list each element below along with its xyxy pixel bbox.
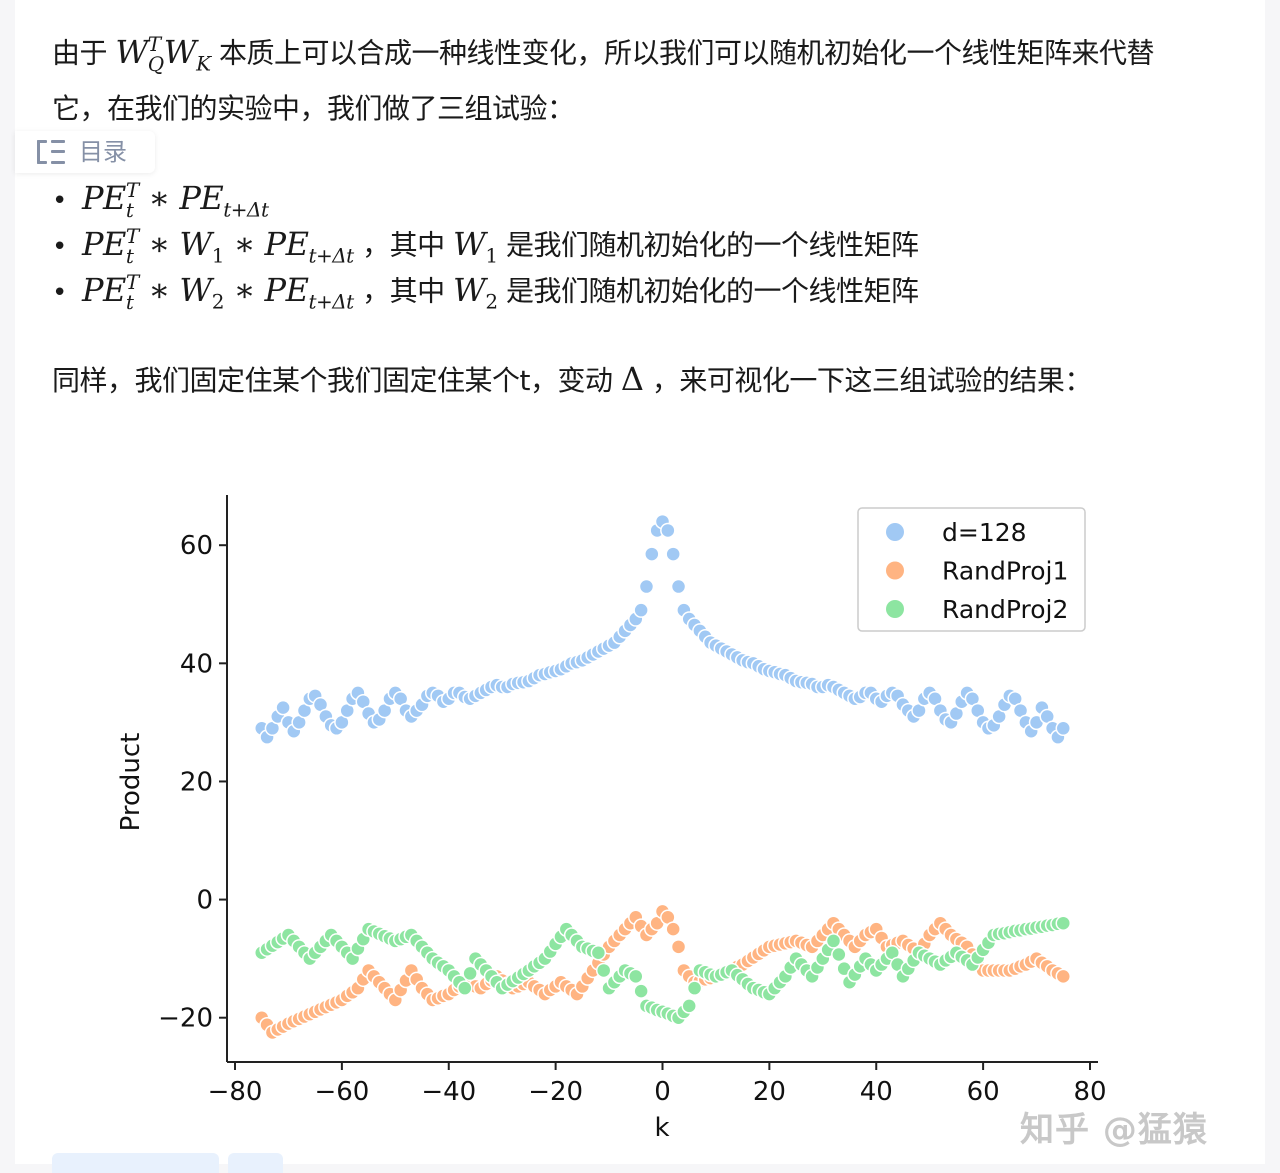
data-point (275, 699, 291, 716)
paragraph-2: 同样，我们固定住某个我们固定住某个t，变动 Δ ，来可视化一下这三组试验的结果： (52, 360, 1092, 398)
x-tick-label: 60 (967, 1077, 1000, 1107)
data-point (595, 962, 612, 979)
data-point (1055, 720, 1072, 737)
y-tick-label: 20 (180, 767, 213, 797)
x-tick-label: 40 (860, 1077, 893, 1107)
data-point (670, 939, 687, 955)
x-tick-label: −80 (208, 1077, 263, 1107)
data-point (665, 546, 681, 562)
paragraph-line-2: 它，在我们的实验中，我们做了三组试验： (52, 92, 575, 125)
tag-button[interactable] (228, 1153, 283, 1173)
legend-label: RandProj1 (942, 557, 1068, 586)
x-tick-label: 80 (1073, 1077, 1106, 1107)
data-point (644, 546, 660, 562)
legend-label: RandProj2 (942, 595, 1068, 624)
series-randproj2 (253, 915, 1072, 1026)
paragraph-line-1: 由于 W T Q WK 本质上可以合成一种线性变化，所以我们可以随机初始化一个线性矩阵… (52, 34, 1154, 74)
data-point (1055, 915, 1072, 931)
data-point (670, 578, 687, 595)
x-axis-label: k (654, 1113, 669, 1143)
x-tick-label: −20 (528, 1077, 583, 1107)
math-wq-wk: W T Q WK (115, 32, 211, 76)
data-point (633, 983, 649, 999)
data-point (628, 968, 644, 985)
list-icon (37, 140, 65, 164)
x-tick-label: 0 (654, 1077, 671, 1107)
y-tick-label: 60 (180, 531, 213, 561)
y-axis-label: Product (116, 733, 146, 832)
scatter-chart: −80 −60 −40 −20 0 20 40 60 80 −20 0 20 40 60 k Produc… (116, 495, 1107, 1143)
data-point (686, 980, 703, 996)
legend-marker (886, 561, 904, 580)
x-tick-label: −60 (314, 1077, 369, 1107)
data-point (633, 602, 649, 618)
data-point (638, 578, 655, 595)
data-point (660, 522, 676, 539)
table-of-contents-button[interactable]: 目录 (15, 131, 155, 173)
legend: d=128 RandProj1 RandProj2 (857, 507, 1086, 632)
series-d-128 (253, 513, 1072, 745)
data-point (825, 933, 842, 949)
y-tick-label: 0 (196, 886, 213, 916)
data-point (590, 944, 607, 961)
text: 本质上可以合成一种线性变化，所以我们可以随机初始化一个线性矩阵来代替 (210, 36, 1155, 70)
data-point (831, 946, 847, 963)
data-point (457, 980, 473, 996)
data-point (681, 998, 697, 1014)
data-point (462, 965, 478, 982)
x-tick-label: 20 (753, 1077, 786, 1107)
y-tick-label: 40 (180, 649, 213, 679)
y-tick-label: −20 (158, 1004, 213, 1034)
data-point (665, 921, 681, 937)
watermark: 知乎 @猛猿 (1020, 1110, 1208, 1150)
text: 由于 (52, 36, 116, 70)
data-point (1055, 968, 1072, 985)
legend-marker (886, 523, 904, 541)
x-tick-label: −40 (421, 1077, 476, 1107)
tag-button[interactable] (52, 1153, 219, 1173)
legend-label: d=128 (942, 518, 1027, 547)
legend-marker (886, 600, 904, 618)
toc-label: 目录 (79, 138, 127, 166)
